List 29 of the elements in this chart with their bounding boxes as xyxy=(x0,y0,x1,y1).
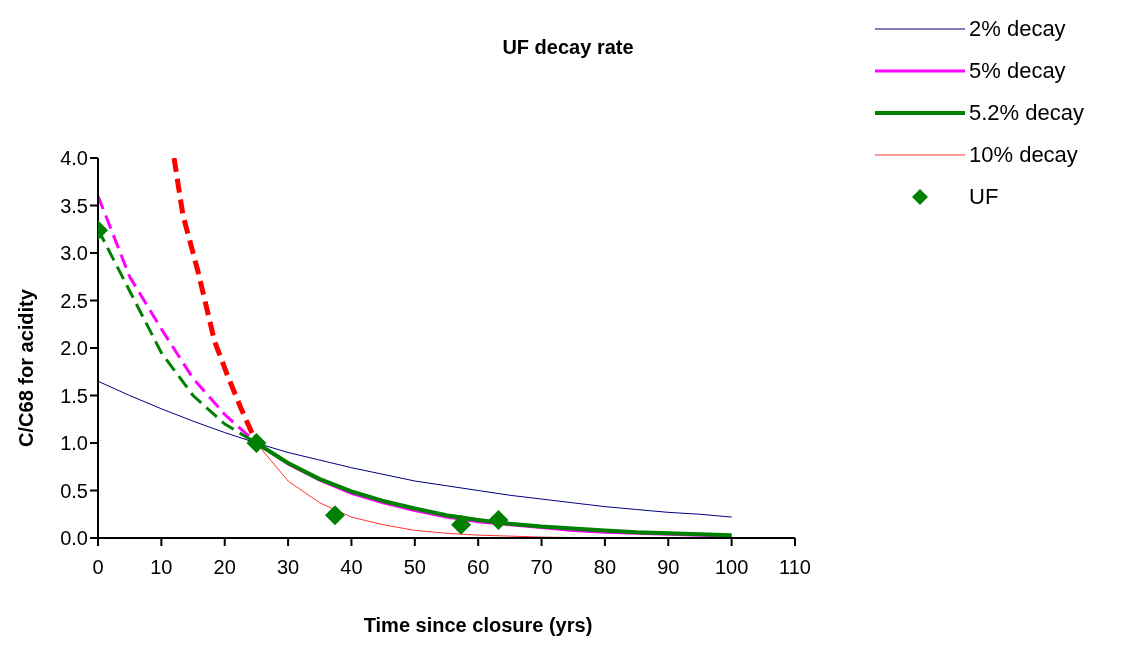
chart-title: UF decay rate xyxy=(501,36,635,59)
y-axis-title: C/C68 for acidity xyxy=(14,289,38,447)
x-tick-label: 60 xyxy=(467,556,490,579)
legend-label: 5% decay xyxy=(969,58,1066,84)
y-tick-label: 3.0 xyxy=(60,242,88,265)
y-tick-label: 1.0 xyxy=(60,432,88,455)
legend-label: 10% decay xyxy=(969,142,1078,168)
x-tick-label: 50 xyxy=(403,556,426,579)
x-tick-label: 90 xyxy=(657,556,680,579)
x-axis-title: Time since closure (yrs) xyxy=(362,614,594,637)
y-tick-label: 2.0 xyxy=(60,337,88,360)
x-tick-label: 30 xyxy=(276,556,300,579)
legend-label: UF xyxy=(969,184,999,210)
legend-label: 5.2% decay xyxy=(969,100,1084,126)
x-tick-label: 80 xyxy=(593,556,617,579)
y-tick-label: 1.5 xyxy=(60,384,88,407)
x-tick-label: 110 xyxy=(779,556,811,579)
x-tick-label: 40 xyxy=(340,556,363,579)
x-tick-label: 70 xyxy=(530,556,553,579)
y-tick-label: 3.5 xyxy=(60,194,88,217)
legend-label: 2% decay xyxy=(969,16,1066,42)
y-tick-label: 4.0 xyxy=(60,147,88,170)
y-tick-label: 0.0 xyxy=(60,527,88,550)
y-tick-label: 2.5 xyxy=(60,289,88,312)
y-tick-label: 0.5 xyxy=(60,479,88,502)
x-tick-label: 20 xyxy=(213,556,236,579)
x-tick-label: 100 xyxy=(714,556,749,579)
x-tick-label: 10 xyxy=(150,556,173,579)
x-tick-label: 0 xyxy=(92,556,104,579)
